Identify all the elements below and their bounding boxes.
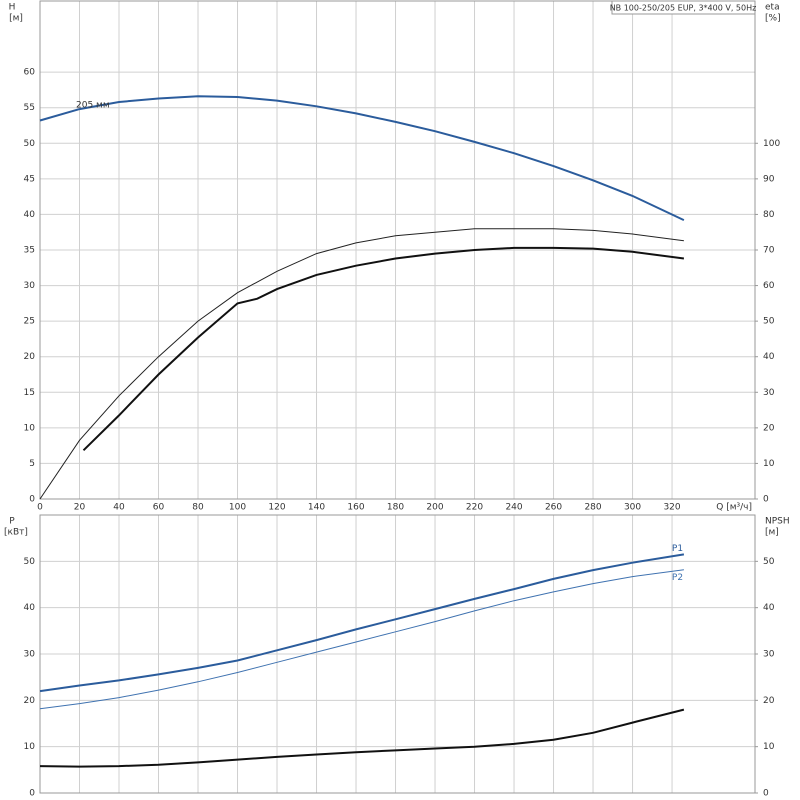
y2-tick-label: 70: [763, 246, 775, 256]
y-tick-label: 10: [24, 423, 36, 433]
chart-title: NB 100-250/205 EUP, 3*400 V, 50Hz: [610, 4, 757, 13]
y2-tick-label: 40: [763, 603, 775, 613]
y2-tick-label: 40: [763, 352, 775, 362]
y-tick-label: 55: [24, 103, 35, 113]
series-label: P1: [672, 544, 683, 554]
x-tick-label: 260: [545, 503, 562, 513]
x-tick-label: 80: [192, 503, 204, 513]
y2-tick-label: 10: [763, 459, 775, 469]
y-tick-label: 20: [24, 352, 36, 362]
y-tick-label: 60: [24, 68, 36, 78]
x-axis-label: Q [м³/ч]: [716, 503, 752, 513]
y-tick-label: 5: [29, 459, 35, 469]
y2-tick-label: 50: [763, 317, 775, 327]
x-tick-label: 240: [505, 503, 522, 513]
annotation: 205 мм: [76, 101, 110, 111]
series-line: [39, 228, 684, 500]
x-tick-label: 100: [229, 503, 246, 513]
y-tick-label: 15: [24, 388, 35, 398]
x-tick-label: 200: [426, 503, 443, 513]
y-tick-label: 30: [24, 650, 36, 660]
x-tick-label: 20: [74, 503, 86, 513]
y2-tick-label: 30: [763, 388, 775, 398]
series-label: P2: [672, 573, 683, 583]
y2-tick-label: 0: [763, 495, 769, 505]
y2-axis-unit: [%]: [765, 14, 781, 24]
y2-tick-label: 20: [763, 696, 775, 706]
series-line: [39, 553, 685, 693]
y2-tick-label: 20: [763, 423, 775, 433]
y2-tick-label: 50: [763, 557, 775, 567]
y-tick-label: 45: [24, 174, 35, 184]
y-tick-label: 25: [24, 317, 35, 327]
y-tick-label: 50: [24, 557, 36, 567]
x-tick-label: 40: [113, 503, 125, 513]
y2-tick-label: 90: [763, 174, 775, 184]
y2-axis-label: eta: [765, 3, 780, 13]
y-tick-label: 35: [24, 246, 35, 256]
y2-tick-label: 10: [763, 742, 775, 752]
y-tick-label: 40: [24, 210, 36, 220]
x-tick-label: 220: [466, 503, 483, 513]
plot-frame: [39, 0, 756, 500]
x-tick-label: 280: [584, 503, 601, 513]
x-tick-label: 120: [268, 503, 285, 513]
x-tick-label: 60: [153, 503, 165, 513]
y-tick-label: 20: [24, 696, 36, 706]
y2-tick-label: 100: [763, 139, 780, 149]
x-tick-label: 300: [624, 503, 641, 513]
y-tick-label: 30: [24, 281, 36, 291]
x-tick-label: 180: [387, 503, 404, 513]
y2-axis-label: NPSH: [765, 517, 790, 527]
x-tick-label: 160: [347, 503, 364, 513]
x-tick-label: 140: [308, 503, 325, 513]
series-line: [39, 569, 684, 710]
x-tick-label: 0: [37, 503, 43, 513]
y2-tick-label: 0: [763, 789, 769, 799]
y2-tick-label: 30: [763, 650, 775, 660]
series-line: [82, 246, 685, 452]
series-line: [39, 95, 685, 222]
y-tick-label: 40: [24, 603, 36, 613]
y-axis-label: H: [9, 3, 16, 13]
y-tick-label: 0: [29, 789, 35, 799]
y-tick-label: 50: [24, 139, 36, 149]
series-line: [39, 708, 685, 768]
plot-frame: [39, 514, 756, 794]
title-box: [611, 0, 756, 15]
y2-tick-label: 60: [763, 281, 775, 291]
x-tick-label: 320: [663, 503, 680, 513]
y-axis-unit: [м]: [9, 14, 23, 24]
y2-axis-unit: [м]: [765, 528, 779, 538]
y-axis-label: P: [9, 517, 15, 527]
y-tick-label: 10: [24, 742, 36, 752]
y-axis-unit: [кВт]: [4, 528, 28, 538]
y-tick-label: 0: [29, 495, 35, 505]
y2-tick-label: 80: [763, 210, 775, 220]
